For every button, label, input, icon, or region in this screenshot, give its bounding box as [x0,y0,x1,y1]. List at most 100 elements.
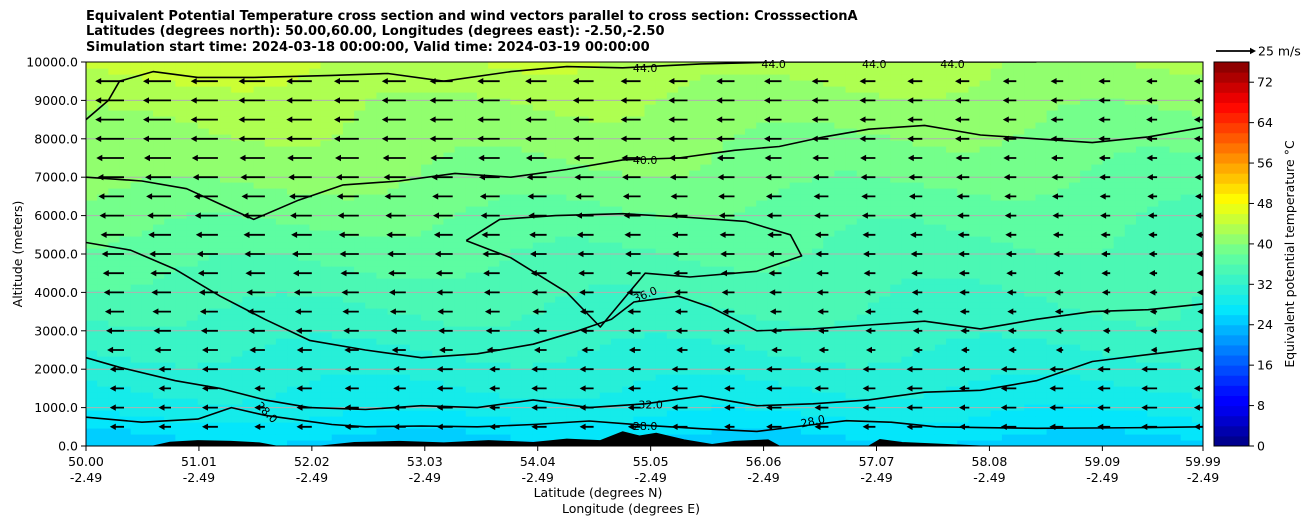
field-cell [86,350,98,357]
field-cell [175,122,188,129]
field-cell [354,134,366,141]
field-cell [287,206,299,213]
field-cell [443,218,456,225]
field-cell [499,332,512,339]
field-cell [342,350,355,357]
field-cell [130,140,143,147]
field-cell [320,98,333,105]
field-cell [812,356,824,363]
field-cell [432,200,445,207]
field-cell [186,230,199,237]
field-cell [678,332,690,339]
field-cell [342,392,355,399]
field-cell [231,350,243,357]
field-cell [465,314,478,321]
field-cell [108,380,121,387]
field-cell [264,224,277,231]
field-cell [577,410,590,417]
field-cell [97,140,109,147]
field-cell [97,86,109,93]
field-cell [622,248,634,255]
field-cell [711,140,724,147]
field-cell [331,206,344,213]
field-cell [689,332,701,339]
field-cell [86,320,98,327]
field-cell [934,68,947,75]
field-cell [108,230,121,237]
field-cell [700,434,713,441]
field-cell [421,164,433,171]
field-cell [421,122,433,129]
field-cell [678,224,690,231]
field-cell [745,380,757,387]
field-cell [331,374,344,381]
field-cell [231,344,243,351]
field-cell [354,230,366,237]
field-cell [264,188,277,195]
field-cell [186,362,199,369]
field-cell [566,164,579,171]
field-cell [443,200,456,207]
field-cell [432,146,445,153]
field-cell [264,416,277,423]
field-cell [934,194,947,201]
field-cell [253,332,266,339]
field-cell [666,266,679,273]
field-cell [510,434,523,441]
field-cell [856,128,869,135]
field-cell [309,206,322,213]
field-cell [834,266,847,273]
field-cell [599,134,612,141]
field-cell [845,320,858,327]
field-cell [566,422,579,429]
field-cell [666,122,679,129]
field-cell [443,368,456,375]
field-cell [164,338,176,345]
field-cell [610,386,623,393]
field-cell [97,440,109,446]
field-cell [454,362,467,369]
field-cell [521,86,534,93]
field-cell [543,116,556,123]
field-cell [867,272,880,279]
field-cell [946,164,958,171]
field-cell [488,356,500,363]
field-cell [655,104,668,111]
field-cell [923,284,936,291]
field-cell [577,230,590,237]
field-cell [879,182,891,189]
field-cell [275,362,288,369]
field-cell [722,410,735,417]
field-cell [97,182,109,189]
field-cell [555,344,567,351]
field-cell [588,428,601,435]
field-cell [175,386,188,393]
field-cell [789,398,802,405]
field-cell [197,302,210,309]
field-cell [108,374,121,381]
field-cell [923,182,936,189]
field-cell [108,284,121,291]
field-cell [443,326,456,333]
field-cell [153,110,165,117]
field-cell [879,236,891,243]
field-cell [845,254,858,261]
field-cell [622,134,634,141]
field-cell [934,116,947,123]
field-cell [778,158,791,165]
field-cell [599,350,612,357]
field-cell [298,368,310,375]
field-cell [432,170,445,177]
field-cell [275,302,288,309]
field-cell [331,146,344,153]
field-cell [141,230,154,237]
field-cell [622,92,634,99]
field-cell [678,314,690,321]
field-cell [610,134,623,141]
field-cell [275,398,288,405]
field-cell [298,170,310,177]
field-cell [644,326,657,333]
field-cell [890,98,903,105]
field-cell [588,398,601,405]
field-cell [365,374,378,381]
